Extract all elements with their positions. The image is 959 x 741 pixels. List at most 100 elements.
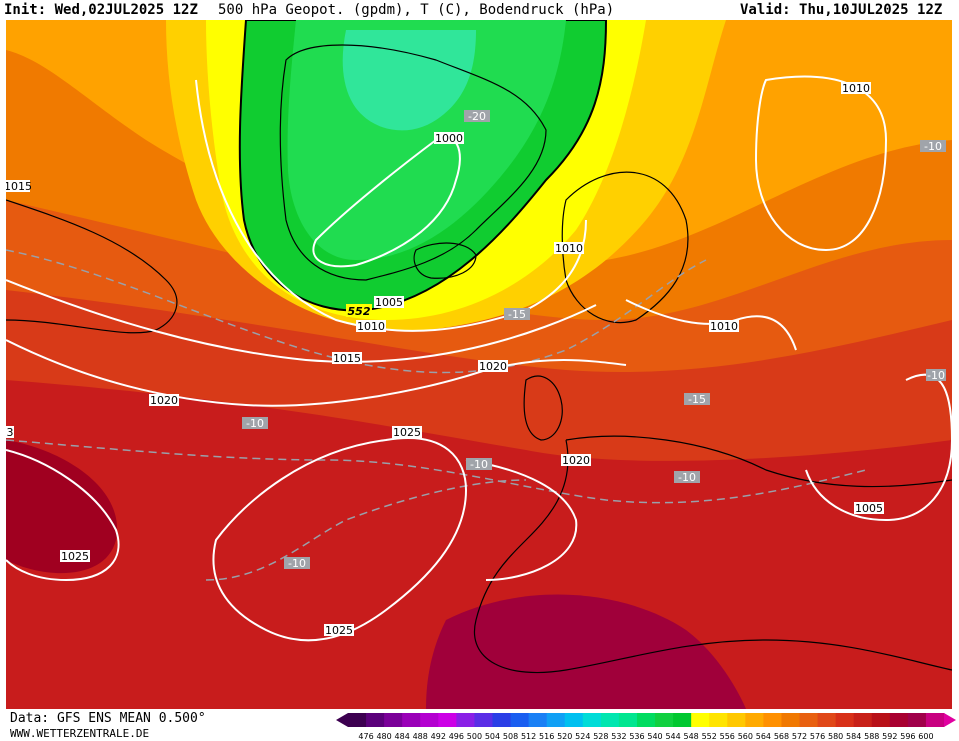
svg-text:1020: 1020 bbox=[150, 394, 178, 407]
colorbar-swatch bbox=[546, 713, 566, 727]
isobars bbox=[6, 75, 952, 642]
colorbar-swatch bbox=[582, 713, 602, 727]
svg-text:-10: -10 bbox=[927, 369, 945, 382]
colorbar-swatch bbox=[655, 713, 674, 727]
colorbar-arrow-right bbox=[944, 713, 956, 727]
colorbar-tick-label: 536 bbox=[629, 732, 644, 741]
title-bar: Init: Wed,02JUL2025 12Z 500 hPa Geopot. … bbox=[0, 0, 959, 20]
temperature-label: -20 bbox=[464, 110, 490, 123]
svg-text:1020: 1020 bbox=[562, 454, 590, 467]
init-time: Init: Wed,02JUL2025 12Z bbox=[4, 2, 198, 18]
colorbar-swatch bbox=[817, 713, 837, 727]
isobar-label: 1000 bbox=[434, 132, 464, 145]
colorbar-tick-label: 520 bbox=[557, 732, 572, 741]
svg-text:-20: -20 bbox=[468, 110, 486, 123]
greenland-coast bbox=[279, 44, 547, 281]
isobar-1000 bbox=[312, 136, 461, 268]
colorbar-swatch bbox=[745, 713, 764, 727]
svg-text:1015: 1015 bbox=[6, 180, 32, 193]
coastlines bbox=[6, 44, 952, 674]
svg-text:1000: 1000 bbox=[435, 132, 463, 145]
colorbar-legend: 476 480 484 488 492 496 500 504 508 512 516 520 524 5… bbox=[336, 713, 956, 741]
isobar-label: 1020 bbox=[478, 360, 508, 373]
band-crimson-south bbox=[426, 594, 746, 709]
colorbar-swatch bbox=[763, 713, 782, 727]
svg-text:3: 3 bbox=[7, 426, 14, 439]
temperature-label: -10 bbox=[674, 471, 700, 484]
geopotential-label: 552 bbox=[346, 304, 372, 318]
colorbar-swatch bbox=[691, 713, 710, 727]
colorbar-swatch bbox=[727, 713, 746, 727]
colorbar-swatch bbox=[402, 713, 421, 727]
footer: Data: GFS ENS MEAN 0.500° WWW.WETTERZENT… bbox=[0, 709, 959, 741]
colorbar-swatch bbox=[348, 713, 367, 727]
colorbar-tick-label: 556 bbox=[720, 732, 735, 741]
temperature-label: -15 bbox=[504, 308, 530, 321]
colorbar-tick-label: 600 bbox=[918, 732, 933, 741]
svg-text:1025: 1025 bbox=[393, 426, 421, 439]
temperature-label: -10 bbox=[284, 557, 310, 570]
colorbar-swatch bbox=[781, 713, 801, 727]
colorbar-swatch bbox=[366, 713, 385, 727]
colorbar-tick-label: 592 bbox=[882, 732, 897, 741]
colorbar-tick-label: 532 bbox=[611, 732, 626, 741]
colorbar-swatch bbox=[456, 713, 475, 727]
svg-text:1010: 1010 bbox=[357, 320, 385, 333]
isobar-1010-arc bbox=[195, 79, 587, 332]
isobar-1005-east bbox=[805, 373, 952, 522]
colorbar-tick-label: 512 bbox=[521, 732, 536, 741]
svg-text:-10: -10 bbox=[924, 140, 942, 153]
temperature-label: -10 bbox=[920, 140, 946, 153]
colorbar-swatch bbox=[384, 713, 403, 727]
colorbar-tick-label: 524 bbox=[575, 732, 590, 741]
temperature-label: -10 bbox=[242, 417, 268, 430]
temperature-label: -10 bbox=[926, 369, 946, 382]
colorbar-tick-label: 540 bbox=[647, 732, 662, 741]
isobar-1020-west bbox=[6, 339, 627, 407]
svg-text:1015: 1015 bbox=[333, 352, 361, 365]
colorbar-tick-label: 588 bbox=[864, 732, 879, 741]
svg-text:1005: 1005 bbox=[375, 296, 403, 309]
svg-text:1010: 1010 bbox=[555, 242, 583, 255]
svg-text:1025: 1025 bbox=[61, 550, 89, 563]
isobar-label: 1010 bbox=[709, 320, 739, 333]
svg-text:-10: -10 bbox=[246, 417, 264, 430]
temperature-labels: -20 -10 -15 -10 -10 -15 -10 -10 -10 bbox=[242, 110, 946, 570]
band-green-pale bbox=[342, 30, 476, 131]
svg-text:-15: -15 bbox=[688, 393, 706, 406]
colorbar-tick-label: 576 bbox=[810, 732, 825, 741]
iceland-coast bbox=[413, 242, 477, 279]
colorbar-tick-label: 544 bbox=[665, 732, 680, 741]
colorbar-swatch bbox=[636, 713, 656, 727]
colorbar-swatch bbox=[600, 713, 620, 727]
colorbar-tick-label: 500 bbox=[467, 732, 482, 741]
colorbar-tick-label: 492 bbox=[431, 732, 446, 741]
colorbar-swatch bbox=[925, 713, 945, 727]
colorbar-arrow-left bbox=[336, 713, 348, 727]
isobar-label: 1020 bbox=[149, 394, 179, 407]
svg-text:1005: 1005 bbox=[855, 502, 883, 515]
colorbar-swatch bbox=[799, 713, 819, 727]
isobar-label: 1025 bbox=[60, 550, 90, 563]
scandinavia-coast bbox=[561, 171, 689, 324]
isobar-label: 1005 bbox=[374, 296, 404, 309]
europe-coast bbox=[473, 435, 952, 674]
colorbar-swatch bbox=[853, 713, 873, 727]
parameter-description: 500 hPa Geopot. (gpdm), T (C), Bodendruc… bbox=[218, 2, 615, 18]
colorbar-tick-label: 504 bbox=[485, 732, 500, 741]
colorbar-tick-label: 548 bbox=[684, 732, 699, 741]
svg-text:-10: -10 bbox=[678, 471, 696, 484]
colorbar-swatch bbox=[835, 713, 855, 727]
colorbar-swatch bbox=[474, 713, 493, 727]
band-dark-west bbox=[6, 440, 118, 574]
isobar-label: 3 bbox=[6, 426, 14, 439]
colorbar-swatch bbox=[871, 713, 891, 727]
colorbar-swatch bbox=[564, 713, 584, 727]
isobar-label: 1010 bbox=[841, 82, 871, 95]
data-source: Data: GFS ENS MEAN 0.500° bbox=[10, 711, 206, 726]
colorbar-tick-label: 596 bbox=[900, 732, 915, 741]
isobar-label: 1025 bbox=[392, 426, 422, 439]
colorbar-swatch bbox=[420, 713, 439, 727]
colorbar-swatch bbox=[492, 713, 512, 727]
colorbar-tick-label: 496 bbox=[449, 732, 464, 741]
